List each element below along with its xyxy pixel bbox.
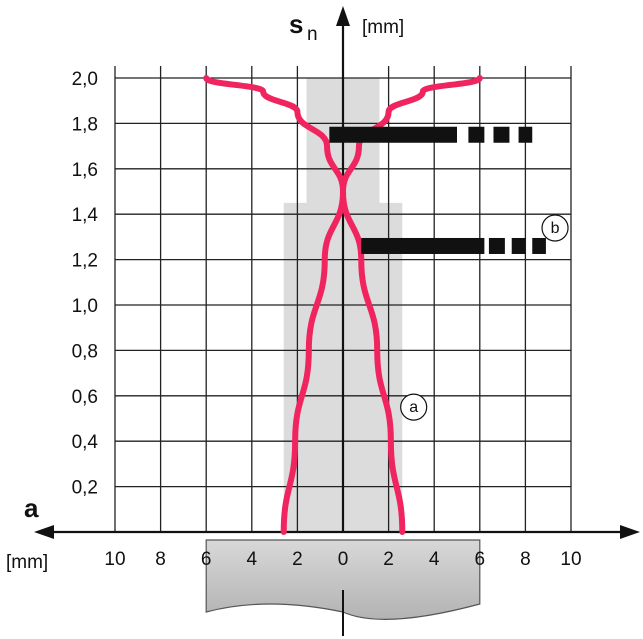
series-curves: a bbox=[203, 75, 483, 535]
axes bbox=[34, 6, 640, 539]
range-bar-dash bbox=[468, 126, 485, 143]
range-bar-dash bbox=[518, 126, 533, 143]
y-tick-label: 0,6 bbox=[72, 387, 98, 408]
x-tick-label-center: 0 bbox=[338, 549, 349, 570]
series-curve-1 bbox=[203, 75, 406, 535]
x-axis-arrow-right bbox=[620, 525, 640, 539]
x-tick-label-left: 10 bbox=[104, 549, 125, 570]
range-bar-solid-1 bbox=[329, 126, 457, 143]
range-bar-dash bbox=[532, 237, 546, 254]
x-tick-label-left: 6 bbox=[201, 549, 212, 570]
y-tick-label: 1,4 bbox=[72, 205, 99, 226]
y-tick-label: 1,8 bbox=[72, 114, 98, 135]
curve-marker-circle bbox=[400, 393, 428, 421]
y-axis-title: s bbox=[289, 9, 303, 39]
bar-marker-circle bbox=[541, 214, 569, 242]
target-plate bbox=[205, 539, 481, 636]
range-bar-dash bbox=[511, 237, 526, 254]
x-tick-label-right: 10 bbox=[560, 549, 581, 570]
x-tick-label-right: 8 bbox=[520, 549, 531, 570]
x-tick-label-left: 4 bbox=[247, 549, 258, 570]
y-tick-label: 0,2 bbox=[72, 478, 98, 499]
x-tick-label-right: 2 bbox=[383, 549, 394, 570]
x-tick-label-right: 6 bbox=[475, 549, 486, 570]
x-axis-unit: [mm] bbox=[6, 552, 48, 573]
x-tick-label-left: 2 bbox=[292, 549, 303, 570]
range-bar-solid-2 bbox=[361, 237, 485, 254]
series-curve-2 bbox=[280, 75, 483, 535]
x-axis-title: a bbox=[24, 493, 39, 523]
bar-marker-label: b bbox=[551, 220, 560, 237]
y-axis-arrow bbox=[336, 6, 350, 26]
range-bar-dash bbox=[488, 237, 505, 254]
y-tick-label: 2,0 bbox=[72, 69, 98, 90]
curve-marker-label: a bbox=[409, 399, 418, 416]
range-bar-dash bbox=[493, 126, 510, 143]
y-tick-label: 1,2 bbox=[72, 251, 98, 272]
y-axis-subscript: n bbox=[307, 24, 318, 45]
y-tick-label: 1,6 bbox=[72, 160, 98, 181]
y-tick-label: 0,4 bbox=[72, 432, 99, 453]
x-axis-arrow-left bbox=[34, 525, 54, 539]
range-bars: b bbox=[329, 126, 569, 254]
tick-labels: 0,2 0,4 0,6 0,8 1,0 1,2 1,4 1,6 1,8 2,0 10 8 6 4 2 0 2 4 6… bbox=[72, 69, 582, 570]
y-tick-label: 1,0 bbox=[72, 296, 98, 317]
x-tick-label-left: 8 bbox=[155, 549, 166, 570]
x-tick-label-right: 4 bbox=[429, 549, 440, 570]
y-tick-label: 0,8 bbox=[72, 341, 98, 362]
y-axis-unit: [mm] bbox=[362, 17, 404, 38]
